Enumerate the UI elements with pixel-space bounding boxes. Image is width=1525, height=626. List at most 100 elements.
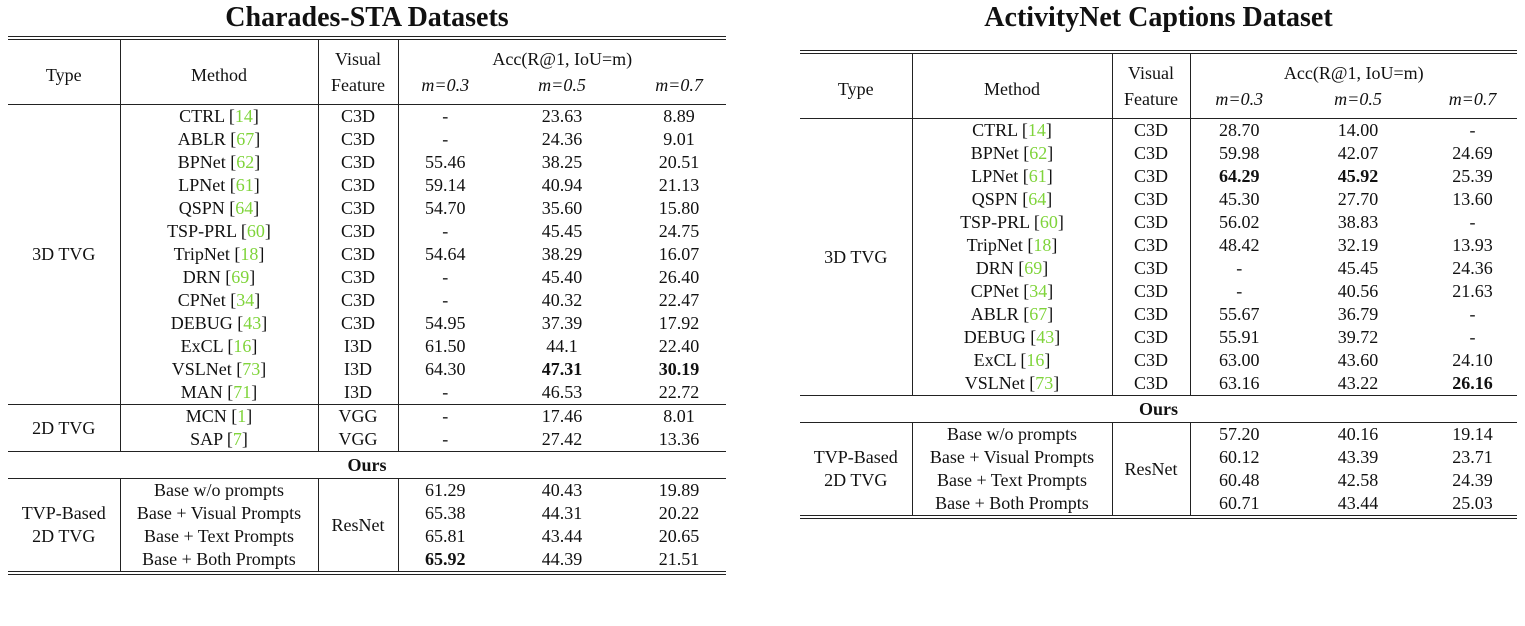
cell-v3: 23.71	[1452, 447, 1493, 467]
table-row: DRN [69] C3D - 45.40 26.40	[8, 266, 726, 289]
table-row: 3D TVG CTRL [14] C3D -23.63 8.89	[8, 104, 727, 405]
cell-feat: C3D	[1112, 211, 1191, 234]
table-row: Base + Visual Prompts 60.12 43.39 23.71	[800, 446, 1517, 469]
citation-link[interactable]: 60	[246, 221, 265, 241]
cell-feat: I3D	[318, 358, 399, 381]
table-row: SAP [7] VGG - 27.42 13.36	[8, 428, 726, 452]
cell-method: DRN [69]	[912, 257, 1113, 280]
table-row: CPNet [34] C3D - 40.56 21.63	[800, 280, 1517, 303]
citation-link[interactable]: 69	[1024, 258, 1043, 278]
cell-v2: 37.39	[541, 313, 583, 333]
group-label-line: TVP-Based	[21, 503, 106, 523]
table-row: Base + Visual Prompts 65.38 44.31 20.22	[8, 502, 726, 525]
cell-v1: -	[442, 221, 449, 241]
cell-feat: C3D	[1112, 372, 1191, 396]
method-name: DEBUG	[170, 313, 233, 333]
cell-v1: -	[442, 406, 449, 426]
cell-v3: 24.36	[1452, 258, 1493, 278]
method-name: SAP	[190, 429, 223, 449]
citation-link[interactable]: 61	[1028, 166, 1047, 186]
citation-link[interactable]: 14	[234, 106, 253, 126]
citation-link[interactable]: 61	[235, 175, 254, 195]
citation-link[interactable]: 62	[1029, 143, 1048, 163]
cell-v2: 38.83	[1337, 212, 1379, 232]
citation-link[interactable]: 67	[1029, 304, 1048, 324]
citation-link[interactable]: 73	[242, 359, 261, 379]
header-feature-1: Visual	[318, 38, 399, 72]
cell-method: Base w/o prompts	[120, 478, 319, 502]
citation-link[interactable]: 64	[235, 198, 254, 218]
citation-link[interactable]: 60	[1039, 212, 1058, 232]
cell-feat: C3D	[318, 174, 399, 197]
group-label: 2D TVG	[8, 404, 121, 452]
table-row: ABLR [67] C3D - 24.36 9.01	[8, 128, 726, 151]
citation-link[interactable]: 67	[236, 129, 255, 149]
table-row: Base + Text Prompts 65.81 43.44 20.65	[8, 525, 726, 548]
citation-link[interactable]: 1	[237, 406, 247, 426]
citation-link[interactable]: 16	[233, 336, 252, 356]
cell-v1: -	[442, 429, 449, 449]
cell-method: QSPN [64]	[912, 188, 1113, 211]
cell-v1: 65.38	[425, 503, 466, 523]
method-name: ExCL	[180, 336, 223, 356]
method-name: TSP-PRL	[960, 212, 1030, 232]
cell-feat: ResNet	[318, 478, 399, 573]
cell-v3: 22.40	[658, 336, 700, 356]
cell-feat: C3D	[1112, 326, 1191, 349]
method-name: VSLNet	[171, 359, 232, 379]
cell-method: ABLR [67]	[120, 128, 319, 151]
cell-v1: 45.30	[1219, 189, 1260, 209]
cell-v3: 19.89	[658, 480, 700, 500]
table-title: Charades-STA Datasets	[225, 2, 509, 33]
citation-link[interactable]: 14	[1027, 120, 1046, 140]
cell-v2: 23.63	[541, 106, 583, 126]
cell-v3: 19.14	[1452, 424, 1493, 444]
citation-link[interactable]: 73	[1035, 373, 1054, 393]
citation-link[interactable]: 64	[1028, 189, 1047, 209]
method-name: BPNet	[970, 143, 1019, 163]
citation-link[interactable]: 69	[231, 267, 250, 287]
citation-link[interactable]: 34	[1029, 281, 1048, 301]
cell-v2: 40.32	[541, 290, 583, 310]
cell-v2: 27.42	[541, 429, 583, 449]
cell-feat: C3D	[1112, 280, 1191, 303]
citation-link[interactable]: 62	[236, 152, 255, 172]
citation-link[interactable]: 18	[240, 244, 259, 264]
cell-feat: C3D	[1112, 118, 1191, 142]
cell-method: Base + Both Prompts	[912, 492, 1113, 517]
method-name: DEBUG	[963, 327, 1026, 347]
header-feature-2: Feature	[318, 72, 399, 105]
citation-link[interactable]: 71	[233, 382, 252, 402]
header-m05: m=0.5	[538, 75, 586, 95]
table-row: LPNet [61] C3D 64.29 45.92 25.39	[800, 165, 1517, 188]
cell-v3: -	[1469, 212, 1476, 232]
header-method: Method	[912, 52, 1113, 119]
group-label-line: 3D TVG	[824, 246, 888, 267]
cell-method: Base + Both Prompts	[120, 548, 319, 573]
cell-feat: I3D	[318, 381, 399, 405]
cell-v1: 55.91	[1219, 327, 1260, 347]
citation-link[interactable]: 7	[232, 429, 242, 449]
citation-link[interactable]: 18	[1033, 235, 1052, 255]
citation-link[interactable]: 16	[1026, 350, 1045, 370]
cell-feat: C3D	[1112, 349, 1191, 372]
header-method: Method	[120, 38, 319, 105]
method-name: DRN	[182, 267, 221, 287]
cell-feat: C3D	[1112, 257, 1191, 280]
group-tvp-rows: TVP-Based 2D TVG Base w/o prompts ResNet 57.…	[800, 422, 1518, 517]
cell-v3: 16.07	[658, 244, 700, 264]
cell-v2: 45.40	[541, 267, 583, 287]
table-row: VSLNet [73] I3D 64.30 47.31 30.19	[8, 358, 726, 381]
cell-v3: 9.01	[663, 129, 695, 149]
header-m03: m=0.3	[1215, 89, 1264, 109]
method-name: LPNet	[971, 166, 1019, 186]
citation-link[interactable]: 34	[236, 290, 255, 310]
cell-v2: 14.00	[1337, 120, 1379, 140]
cell-v2: 40.43	[541, 480, 583, 500]
citation-link[interactable]: 43	[243, 313, 262, 333]
cell-feat: C3D	[318, 243, 399, 266]
header-acc: Acc(R@1, IoU=m)	[1283, 63, 1424, 83]
cell-v3: 24.75	[658, 221, 700, 241]
citation-link[interactable]: 43	[1036, 327, 1055, 347]
cell-v3: 26.16	[1452, 373, 1493, 393]
